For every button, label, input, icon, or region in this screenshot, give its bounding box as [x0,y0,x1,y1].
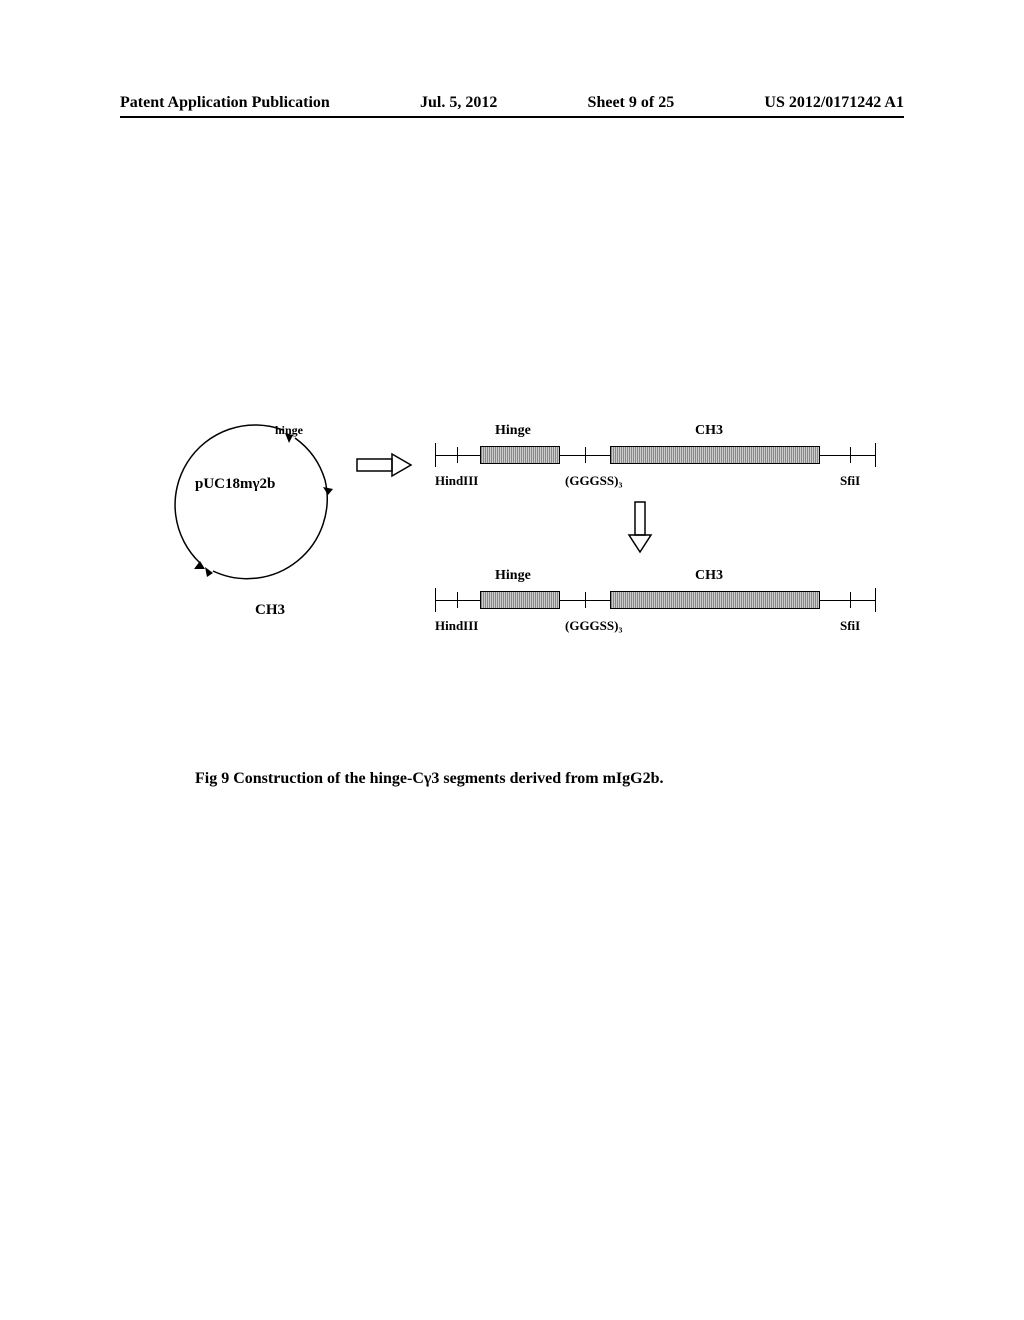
hinge-box-top [480,446,560,464]
linker-label-bottom: (GGGSS)₃ [565,618,622,634]
header-divider [120,116,904,118]
sfii-label-top: SfiI [840,473,860,489]
plasmid-hinge-label: hinge [275,423,303,438]
plasmid-ch3-label: CH3 [255,602,285,619]
ch3-box-top [610,446,820,464]
construct-top: Hinge CH3 HindIII (GGGSS)₃ SfiI [435,435,875,495]
horizontal-arrow-icon [355,450,415,480]
ch3-box-bottom [610,591,820,609]
figure-diagram: pUC18mγ2b hinge CH3 Hinge CH3 HindIII (G… [155,390,885,680]
header-sheet: Sheet 9 of 25 [588,94,675,112]
hindiii-label-bottom: HindIII [435,618,478,634]
ch3-label-bottom: CH3 [695,568,723,584]
hindiii-label-top: HindIII [435,473,478,489]
header-id: US 2012/0171242 A1 [764,94,904,112]
plasmid-circle [155,405,345,595]
page-header: Patent Application Publication Jul. 5, 2… [120,94,904,112]
header-center: Jul. 5, 2012 [420,94,497,112]
construct-bottom: Hinge CH3 HindIII (GGGSS)₃ SfiI [435,580,875,640]
ch3-label-top: CH3 [695,423,723,439]
sfii-label-bottom: SfiI [840,618,860,634]
figure-caption: Fig 9 Construction of the hinge-Cγ3 segm… [195,770,664,788]
plasmid-name-label: pUC18mγ2b [195,476,275,493]
hinge-label-bottom: Hinge [495,568,531,584]
hinge-label-top: Hinge [495,423,531,439]
linker-label-top: (GGGSS)₃ [565,473,622,489]
down-arrow-icon [625,500,655,555]
header-left: Patent Application Publication [120,94,330,112]
hinge-box-bottom [480,591,560,609]
